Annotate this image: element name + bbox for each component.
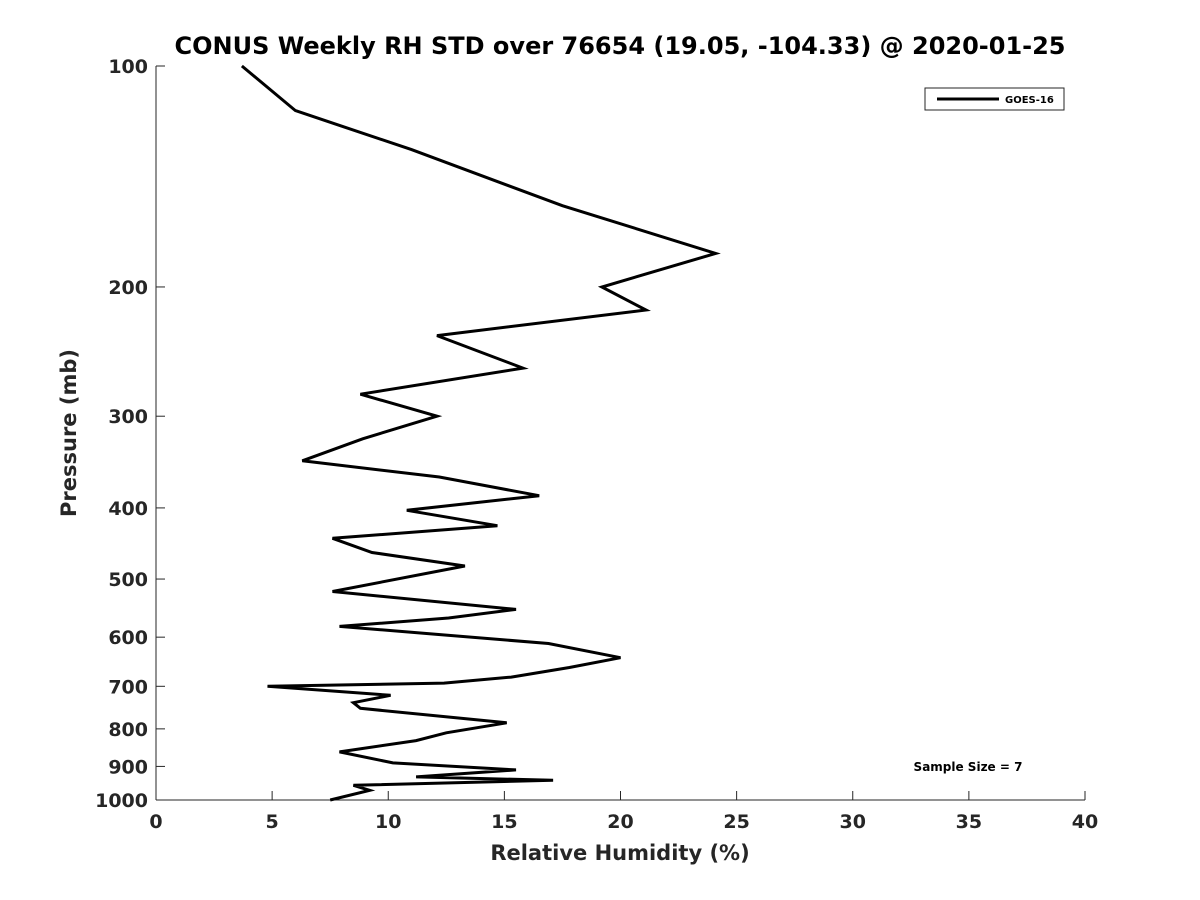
y-ticks: 100 200 300 400 500 600 700 800 900 1000: [95, 56, 165, 812]
y-tick-label: 700: [108, 676, 148, 698]
chart-title: CONUS Weekly RH STD over 76654 (19.05, -…: [174, 32, 1065, 60]
x-tick-label: 30: [840, 811, 866, 833]
legend-label: GOES-16: [1005, 95, 1054, 106]
series-line-goes-16: [240, 64, 721, 802]
x-tick-label: 15: [491, 811, 517, 833]
y-tick-label: 500: [108, 569, 148, 591]
x-tick-label: 40: [1072, 811, 1098, 833]
y-tick-label: 100: [108, 56, 148, 78]
y-tick-label: 400: [108, 498, 148, 520]
y-tick-label: 200: [108, 277, 148, 299]
y-tick-label: 800: [108, 719, 148, 741]
y-tick-label: 600: [108, 627, 148, 649]
x-tick-label: 10: [375, 811, 401, 833]
x-axis-label: Relative Humidity (%): [490, 841, 749, 865]
y-tick-label: 1000: [95, 790, 148, 812]
y-tick-label: 300: [108, 406, 148, 428]
plot-area: 0 5 10 15 20 25 30 35 40 100 200 300 400 500 600 700 80…: [95, 56, 1098, 833]
x-tick-label: 35: [956, 811, 982, 833]
x-ticks: 0 5 10 15 20 25 30 35 40: [149, 791, 1098, 833]
x-tick-label: 25: [723, 811, 749, 833]
y-axis-label: Pressure (mb): [57, 349, 81, 517]
x-tick-label: 0: [149, 811, 162, 833]
x-tick-label: 20: [607, 811, 633, 833]
y-tick-label: 900: [108, 756, 148, 778]
x-tick-label: 5: [266, 811, 279, 833]
sample-size-annotation: Sample Size = 7: [914, 760, 1023, 774]
legend: GOES-16: [924, 87, 1065, 111]
